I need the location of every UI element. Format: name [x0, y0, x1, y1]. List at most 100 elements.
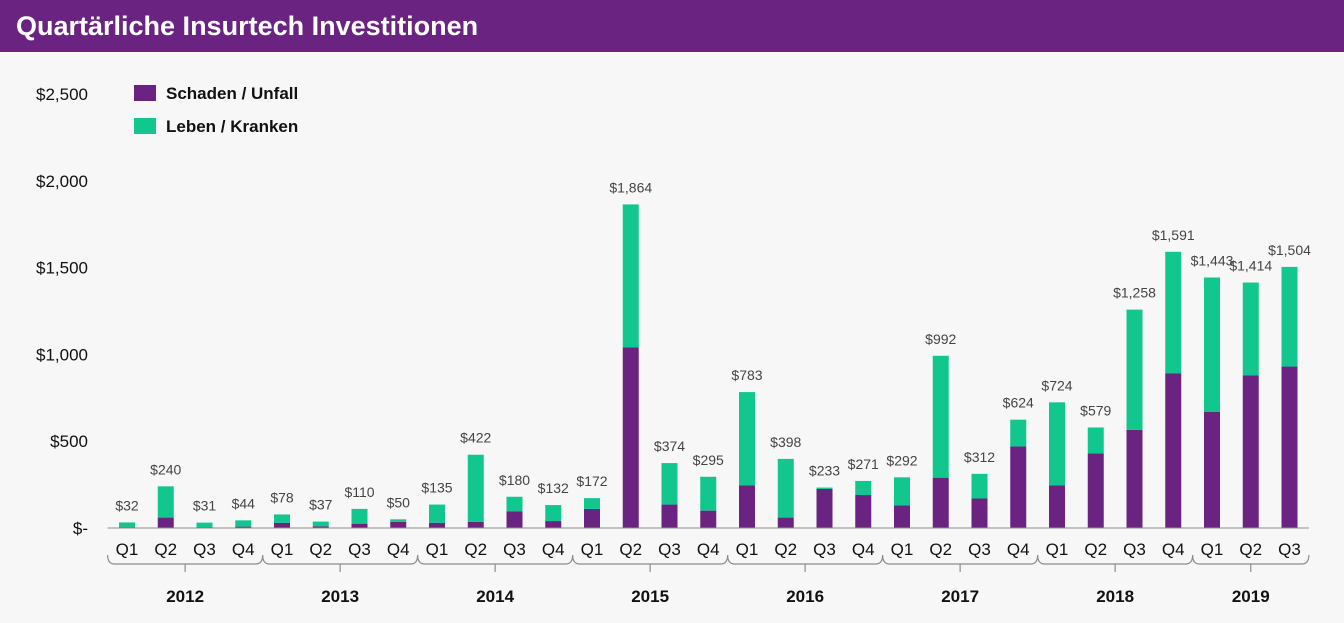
year-label: 2018 — [1096, 587, 1134, 606]
bar-leben-kranken — [1165, 251, 1182, 374]
bar-schaden-unfall — [971, 498, 988, 528]
x-category-label: Q1 — [426, 540, 449, 559]
bar-schaden-unfall — [816, 488, 833, 528]
bar-leben-kranken — [545, 505, 562, 522]
bar-leben-kranken — [274, 514, 290, 523]
x-category-label: Q2 — [929, 540, 952, 559]
data-label-total: $135 — [421, 480, 452, 496]
bar-leben-kranken — [429, 504, 445, 523]
bar-leben-kranken — [661, 463, 678, 505]
data-label-total: $44 — [232, 495, 256, 511]
x-category-label: Q1 — [1201, 540, 1224, 559]
x-category-label: Q2 — [1084, 540, 1107, 559]
x-category-label: Q3 — [503, 540, 526, 559]
y-tick-label: $1,500 — [36, 259, 88, 278]
x-category-label: Q4 — [697, 540, 720, 559]
x-category-label: Q3 — [1123, 540, 1146, 559]
bar-schaden-unfall — [312, 526, 329, 528]
bar-leben-kranken — [932, 355, 949, 478]
data-label-total: $233 — [809, 463, 840, 479]
data-label-total: $31 — [193, 498, 217, 514]
bars: $32 $240 $31 $44 $78 $37 $110 $50 $135 $422 $180 $1… — [115, 179, 1311, 528]
x-category-label: Q4 — [542, 540, 565, 559]
x-category-label: Q3 — [968, 540, 991, 559]
data-label-total: $132 — [538, 480, 569, 496]
x-category-label: Q1 — [271, 540, 294, 559]
data-label-total: $180 — [499, 472, 530, 488]
bar-leben-kranken — [196, 522, 213, 528]
bar-leben-kranken — [739, 392, 755, 486]
bar-leben-kranken — [467, 454, 484, 522]
bar-schaden-unfall — [622, 347, 639, 528]
bar-leben-kranken — [312, 521, 329, 527]
bar-schaden-unfall — [1204, 411, 1220, 528]
data-label-total: $50 — [387, 494, 411, 510]
bar-leben-kranken — [816, 487, 833, 489]
bar-schaden-unfall — [157, 517, 174, 528]
bar-schaden-unfall — [661, 504, 678, 528]
bar-leben-kranken — [119, 522, 135, 528]
bar-schaden-unfall — [390, 521, 407, 528]
data-label-total: $312 — [964, 449, 995, 465]
year-label: 2015 — [631, 587, 669, 606]
x-category-label: Q2 — [774, 540, 797, 559]
bar-schaden-unfall — [739, 485, 755, 528]
bar-leben-kranken — [235, 520, 252, 527]
data-label-total: $398 — [770, 434, 801, 450]
legend-label: Leben / Kranken — [166, 117, 298, 136]
bar-schaden-unfall — [429, 522, 445, 528]
x-category-label: Q3 — [193, 540, 216, 559]
x-category-label: Q3 — [658, 540, 681, 559]
bar-leben-kranken — [390, 519, 407, 522]
chart-title: Quartärliche Insurtech Investitionen — [16, 10, 479, 41]
legend-swatch — [134, 85, 156, 101]
bar-schaden-unfall — [1165, 373, 1182, 528]
bar-schaden-unfall — [235, 526, 252, 528]
bar-schaden-unfall — [1126, 429, 1143, 528]
x-category-label: Q3 — [348, 540, 371, 559]
x-category-label: Q4 — [387, 540, 410, 559]
legend-swatch — [134, 118, 156, 134]
bar-schaden-unfall — [1242, 375, 1259, 528]
chart-title-bar: Quartärliche Insurtech Investitionen — [0, 0, 1344, 52]
bar-leben-kranken — [971, 473, 988, 499]
data-label-total: $172 — [576, 473, 607, 489]
stacked-bar-chart: $-$500$1,000$1,500$2,000$2,500 $32$240$3… — [36, 84, 1311, 606]
x-category-label: Q1 — [891, 540, 914, 559]
bar-leben-kranken — [700, 476, 717, 511]
bar-schaden-unfall — [855, 495, 872, 528]
data-label-total: $271 — [848, 456, 879, 472]
bar-schaden-unfall — [467, 521, 484, 528]
bar-leben-kranken — [894, 477, 910, 506]
x-category-label: Q2 — [309, 540, 332, 559]
x-category-label: Q1 — [736, 540, 759, 559]
bar-schaden-unfall — [1087, 453, 1104, 528]
x-category-label: Q4 — [1007, 540, 1030, 559]
x-category-label: Q1 — [581, 540, 604, 559]
data-label-total: $1,258 — [1113, 285, 1156, 301]
bar-schaden-unfall — [545, 521, 562, 528]
data-label-total: $579 — [1080, 402, 1111, 418]
bar-leben-kranken — [855, 480, 872, 496]
bar-schaden-unfall — [506, 511, 523, 528]
x-category-label: Q1 — [116, 540, 139, 559]
data-label-total: $783 — [731, 367, 762, 383]
x-category-label: Q2 — [464, 540, 487, 559]
bar-leben-kranken — [1049, 402, 1065, 486]
bar-leben-kranken — [1087, 427, 1104, 454]
data-label-total: $1,591 — [1152, 227, 1195, 243]
data-label-total: $422 — [460, 430, 491, 446]
x-category-label: Q2 — [619, 540, 642, 559]
bar-leben-kranken — [1281, 266, 1298, 367]
bar-leben-kranken — [1010, 419, 1027, 447]
x-category-label: Q1 — [1046, 540, 1069, 559]
data-label-total: $78 — [270, 489, 294, 505]
data-label-total: $37 — [309, 497, 333, 513]
data-label-total: $374 — [654, 438, 685, 454]
y-tick-label: $1,000 — [36, 345, 88, 364]
data-label-total: $32 — [115, 497, 139, 513]
data-label-total: $724 — [1041, 377, 1072, 393]
x-category-label: Q4 — [232, 540, 255, 559]
data-label-total: $1,443 — [1191, 252, 1234, 268]
bar-schaden-unfall — [351, 523, 368, 528]
